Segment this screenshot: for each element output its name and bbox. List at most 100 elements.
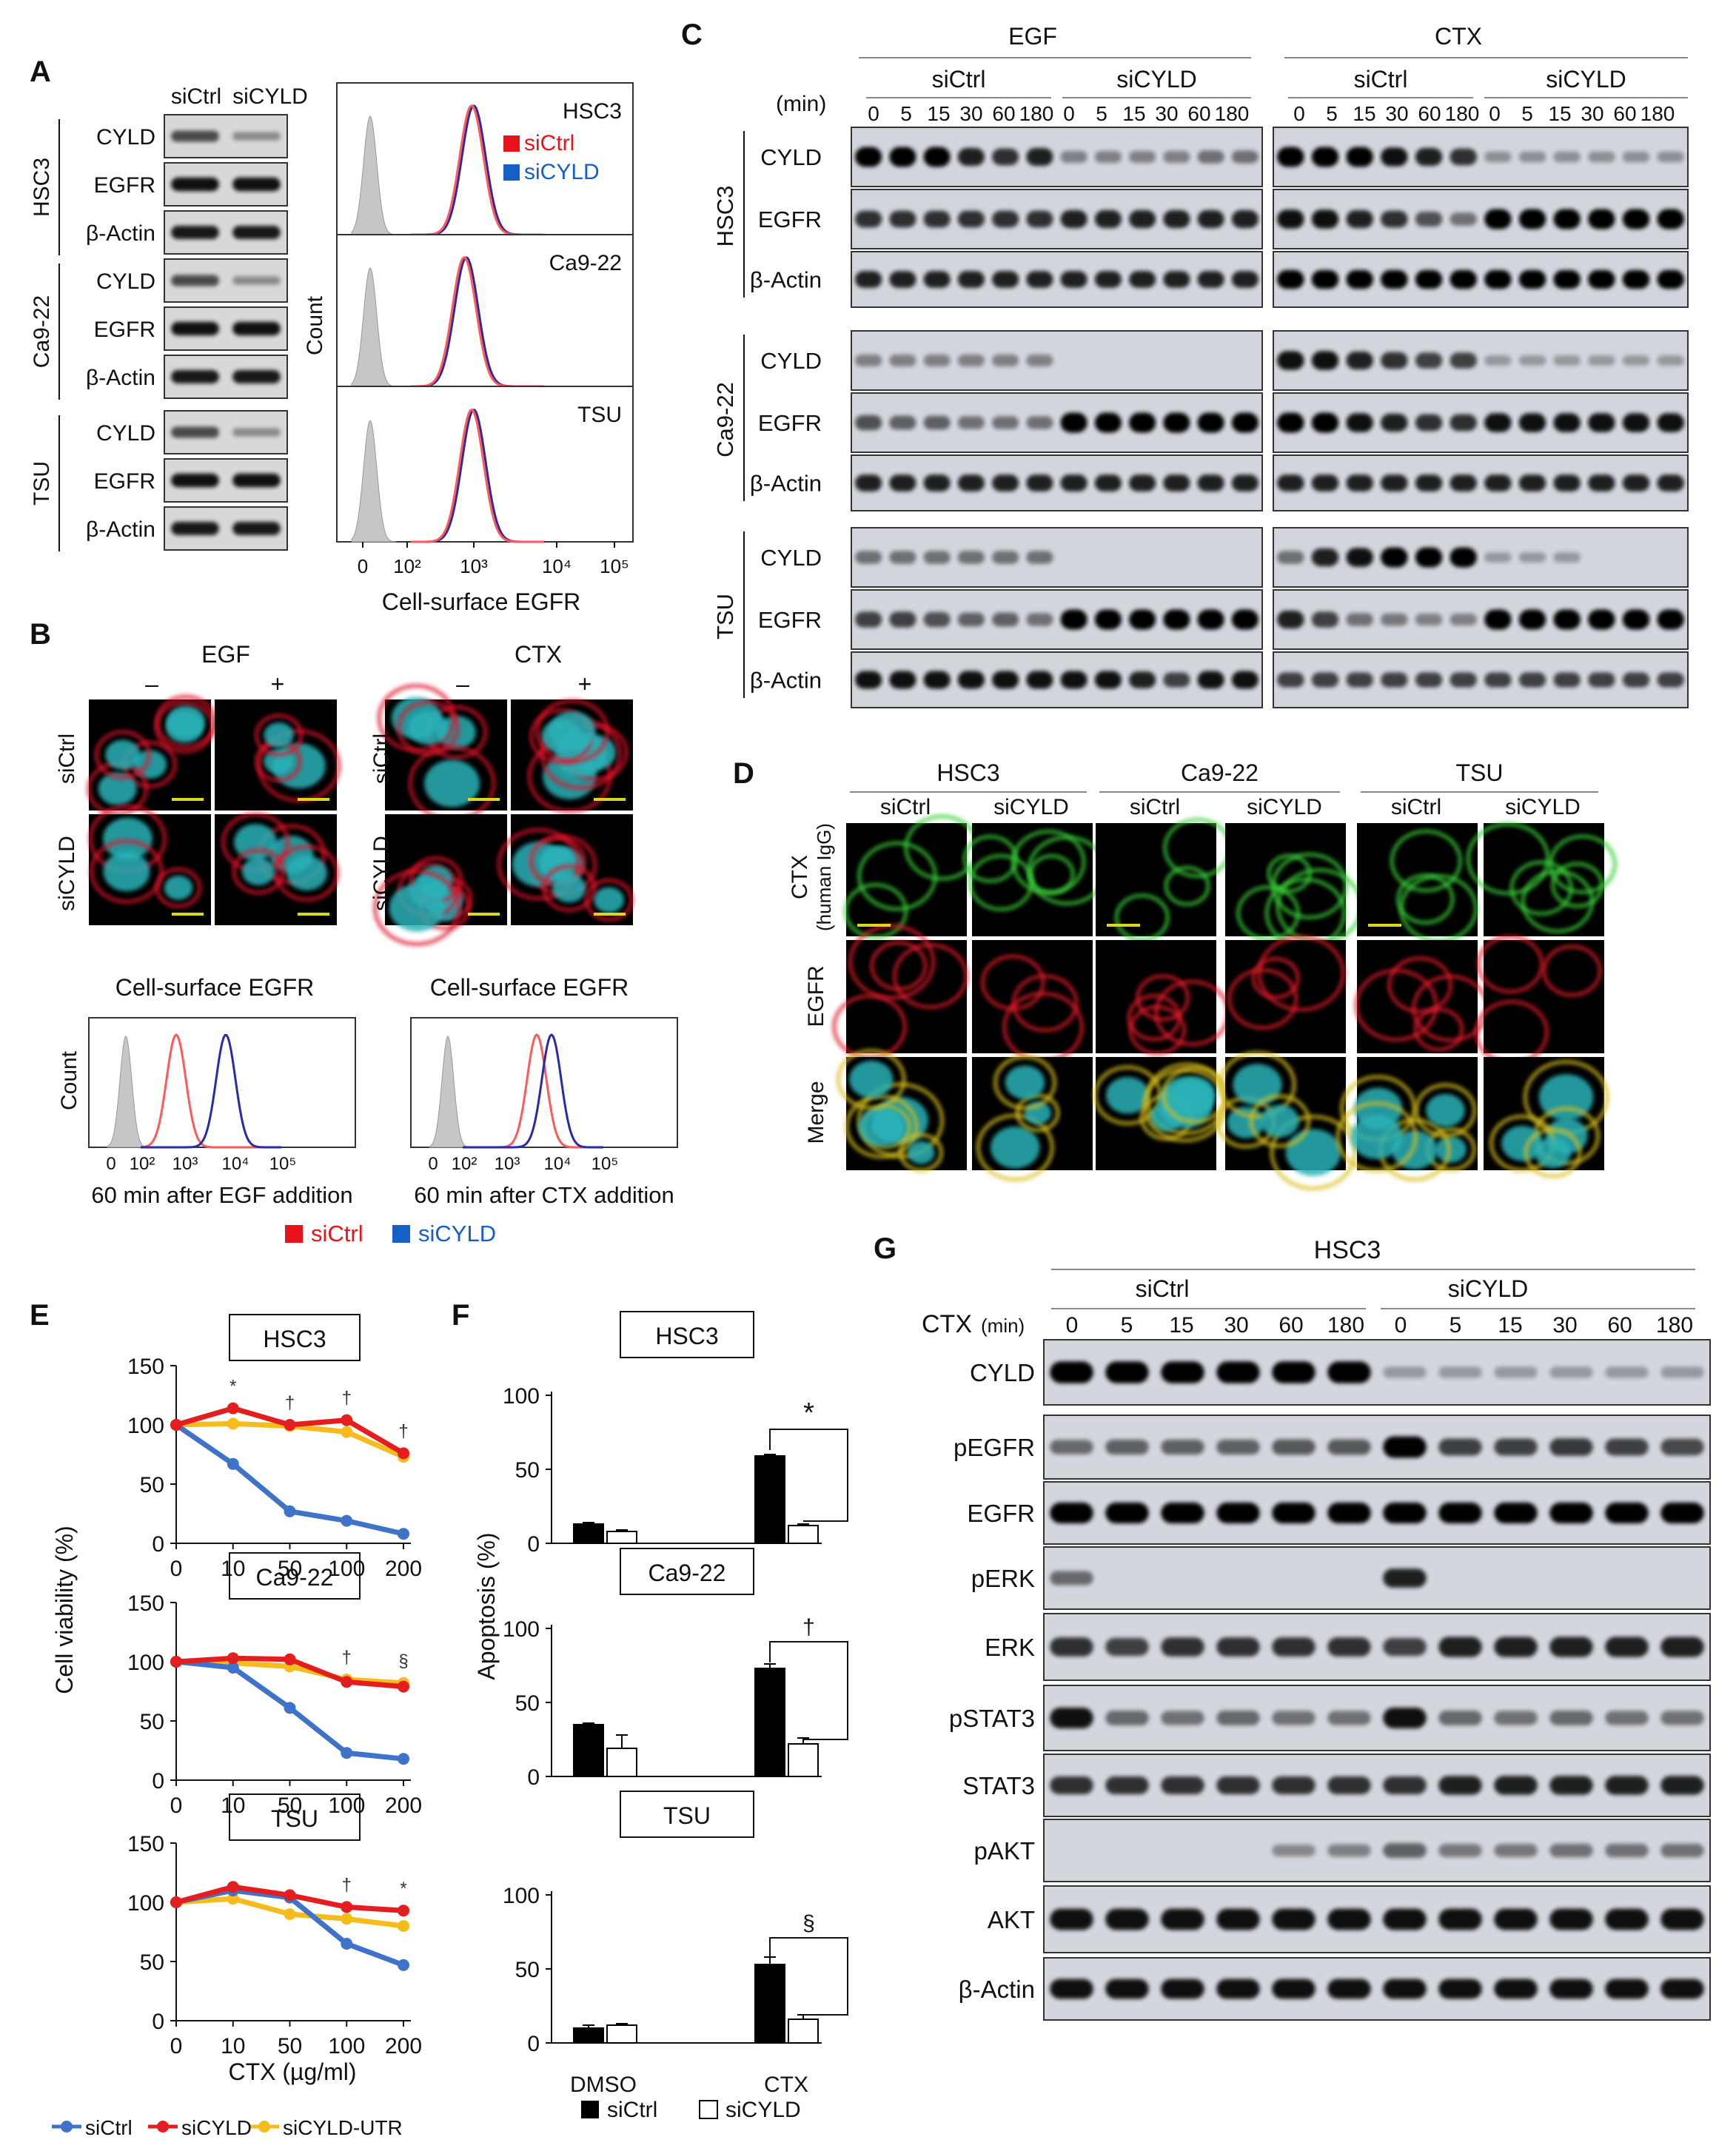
g-band	[1050, 1571, 1093, 1585]
g-time-label: 180	[1656, 1313, 1693, 1338]
e-series-point	[341, 1938, 353, 1950]
micro-membrane	[254, 714, 304, 756]
b-legend-sictrl: siCtrl	[311, 1221, 363, 1246]
e-series-point	[227, 1417, 239, 1430]
a-row-label: EGFR	[94, 318, 155, 342]
g-band	[1605, 1979, 1649, 1999]
g-band	[1660, 1843, 1704, 1858]
e-series-point	[284, 1419, 296, 1431]
f-bar	[754, 1455, 785, 1544]
c-blot-egf	[851, 330, 1263, 391]
c-band	[1094, 150, 1122, 164]
micro-membrane	[1335, 1101, 1418, 1173]
c-time-label: 60	[1418, 102, 1441, 125]
micro-membrane	[1396, 873, 1455, 925]
f-sig-bracket	[769, 1429, 848, 1522]
g-band	[1549, 1711, 1593, 1725]
b-legend-swatch-sicyld	[392, 1225, 410, 1243]
e-sig-marker: *	[229, 1377, 236, 1397]
f-title-box	[620, 1791, 754, 1838]
a-band	[232, 177, 281, 192]
g-band	[1216, 1502, 1260, 1524]
g-band	[1327, 1844, 1371, 1857]
blot-frame	[1043, 1613, 1711, 1681]
g-band	[1660, 1637, 1704, 1657]
micro-nucleus	[1538, 1074, 1594, 1121]
c-time-label: 0	[1489, 102, 1501, 125]
c-band	[923, 474, 951, 491]
c-band	[957, 210, 985, 228]
c-time-label: 15	[1548, 102, 1571, 125]
a-row-label: CYLD	[96, 421, 155, 446]
c-band	[1060, 412, 1087, 433]
c-band	[889, 210, 916, 228]
d-col-label: siCYLD	[993, 795, 1069, 819]
c-band	[1163, 412, 1190, 433]
e-series-point	[284, 1889, 296, 1902]
e-sig-marker: †	[285, 1393, 295, 1413]
c-row-label: β-Actin	[750, 267, 822, 293]
g-blot	[1043, 1613, 1711, 1681]
g-band	[1383, 1637, 1427, 1657]
c-band	[1277, 147, 1304, 167]
g-row-label: EGFR	[967, 1500, 1035, 1527]
g-band	[1549, 1438, 1593, 1456]
a-flow-label: Ca9-22	[549, 251, 622, 275]
b-sign: –	[456, 671, 469, 697]
c-row-label: β-Actin	[750, 471, 822, 497]
c-band	[1231, 609, 1259, 630]
c-band	[923, 415, 951, 430]
c-band	[1381, 269, 1408, 289]
c-band	[1026, 147, 1053, 167]
c-band	[1657, 209, 1684, 229]
f-title: TSU	[663, 1802, 711, 1829]
c-band	[1484, 151, 1512, 163]
c-band	[1588, 474, 1615, 491]
c-band	[1450, 414, 1477, 432]
c-band	[1484, 269, 1512, 289]
g-time-label: 15	[1498, 1313, 1522, 1338]
f-ytick-label: 50	[515, 1958, 540, 1982]
b-tick-label: 10²	[452, 1154, 477, 1174]
g-band	[1272, 1908, 1316, 1930]
c-band	[1622, 413, 1650, 432]
c-band	[1381, 352, 1408, 369]
g-band	[1105, 1637, 1149, 1657]
c-blot-ctx	[1273, 392, 1689, 453]
b-micrograph	[88, 805, 211, 925]
c-blot-ctx	[1273, 527, 1689, 588]
micro-membrane	[373, 869, 461, 946]
c-band	[1622, 609, 1650, 630]
g-blot	[1043, 1885, 1711, 1953]
g-band	[1050, 1502, 1093, 1524]
c-row-label: CYLD	[760, 144, 822, 170]
micro-nucleus	[165, 711, 204, 743]
b-tick-label: 0	[106, 1154, 115, 1174]
g-band	[1549, 1366, 1593, 1378]
a-legend-sictrl: siCtrl	[524, 131, 574, 155]
d-cell-label: TSU	[1456, 759, 1504, 786]
c-band	[1346, 548, 1373, 567]
c-band	[1197, 150, 1224, 164]
g-row-label: ERK	[985, 1634, 1035, 1661]
d-row-igg: (human IgG)	[813, 823, 835, 931]
a-band	[171, 426, 219, 438]
d-micrograph	[1354, 940, 1489, 1053]
e-xtick-label: 10	[221, 2034, 245, 2058]
g-band	[1494, 1908, 1538, 1930]
blot-frame	[851, 392, 1263, 453]
c-time-label: 60	[992, 102, 1015, 125]
micro-membrane	[1509, 860, 1573, 916]
f-bar	[573, 1724, 604, 1777]
g-band	[1605, 1908, 1649, 1930]
blot-frame	[1273, 189, 1689, 249]
g-band	[1161, 1637, 1204, 1657]
g-band	[1605, 1438, 1649, 1456]
c-blot-egf	[851, 527, 1263, 588]
c-band	[1588, 209, 1615, 229]
c-band	[1094, 271, 1122, 288]
e-ytick-label: 100	[127, 1414, 164, 1438]
c-band	[855, 415, 882, 431]
b-micrograph	[497, 814, 634, 925]
blot-frame	[1043, 1819, 1711, 1882]
